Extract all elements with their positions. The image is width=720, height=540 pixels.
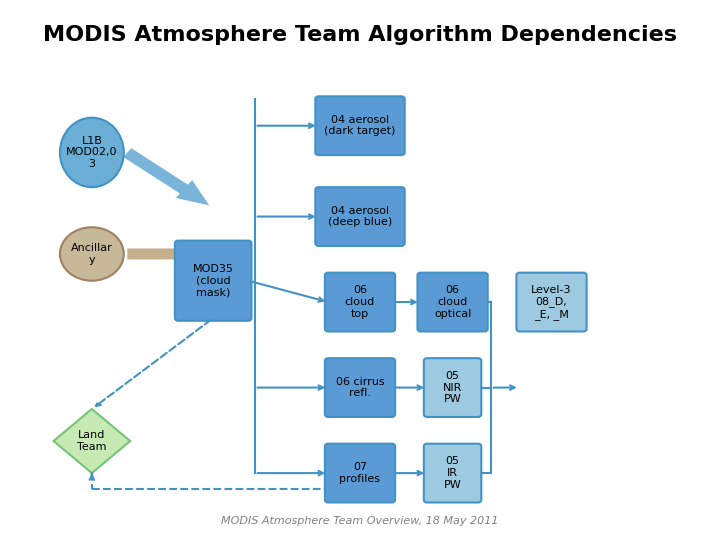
- Text: 05
NIR
PW: 05 NIR PW: [443, 371, 462, 404]
- FancyBboxPatch shape: [424, 358, 481, 417]
- FancyBboxPatch shape: [175, 241, 251, 321]
- FancyArrow shape: [122, 148, 210, 206]
- FancyBboxPatch shape: [325, 358, 395, 417]
- Text: 07
profiles: 07 profiles: [340, 462, 380, 484]
- FancyBboxPatch shape: [516, 273, 587, 332]
- Text: 04 aerosol
(dark target): 04 aerosol (dark target): [324, 115, 396, 137]
- Text: 04 aerosol
(deep blue): 04 aerosol (deep blue): [328, 206, 392, 227]
- FancyBboxPatch shape: [315, 96, 405, 155]
- Ellipse shape: [60, 118, 124, 187]
- FancyBboxPatch shape: [424, 444, 481, 503]
- Text: Level-3
08_D,
_E, _M: Level-3 08_D, _E, _M: [531, 285, 572, 320]
- Text: MODIS Atmosphere Team Algorithm Dependencies: MODIS Atmosphere Team Algorithm Dependen…: [43, 25, 677, 45]
- Text: Ancillar
y: Ancillar y: [71, 243, 113, 265]
- Text: MOD35
(cloud
mask): MOD35 (cloud mask): [193, 264, 233, 298]
- Text: 06
cloud
top: 06 cloud top: [345, 286, 375, 319]
- Text: 06
cloud
optical: 06 cloud optical: [434, 286, 472, 319]
- Text: L1B
MOD02,0
3: L1B MOD02,0 3: [66, 136, 117, 169]
- FancyBboxPatch shape: [418, 273, 487, 332]
- Ellipse shape: [60, 227, 124, 281]
- FancyArrow shape: [127, 242, 210, 266]
- Text: 05
IR
PW: 05 IR PW: [444, 456, 462, 490]
- Text: MODIS Atmosphere Team Overview, 18 May 2011: MODIS Atmosphere Team Overview, 18 May 2…: [221, 516, 499, 526]
- FancyBboxPatch shape: [325, 444, 395, 503]
- FancyBboxPatch shape: [315, 187, 405, 246]
- Text: Land
Team: Land Team: [77, 430, 107, 452]
- FancyBboxPatch shape: [325, 273, 395, 332]
- Polygon shape: [53, 409, 130, 473]
- Text: 06 cirrus
refl.: 06 cirrus refl.: [336, 377, 384, 399]
